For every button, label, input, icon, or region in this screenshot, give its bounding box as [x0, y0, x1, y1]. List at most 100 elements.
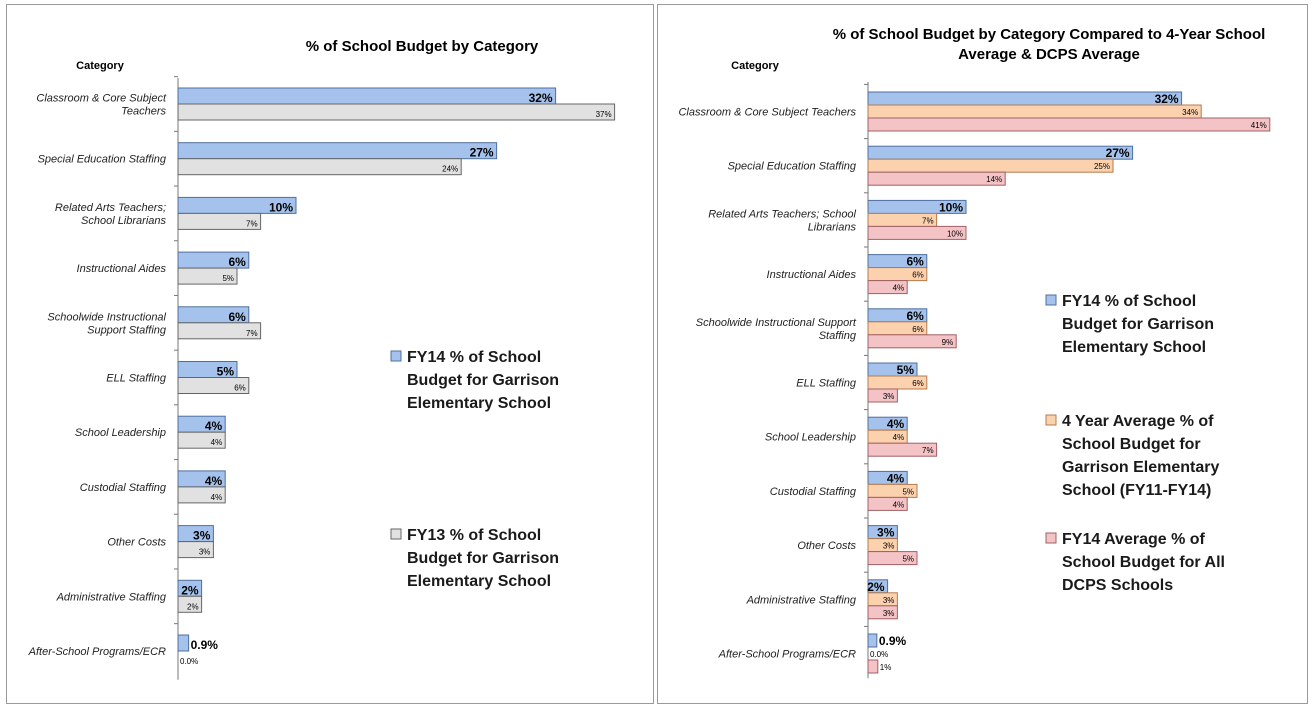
legend-label: FY14 % of School: [1062, 293, 1196, 310]
category-label: Schoolwide Instructional Support: [696, 317, 857, 329]
legend-label: Elementary School: [407, 395, 551, 412]
category-label: After-School Programs/ECR: [28, 646, 166, 658]
data-label: 0.0%: [870, 650, 888, 659]
category-header: Category: [731, 60, 780, 72]
legend-label: 4 Year Average % of: [1062, 413, 1214, 430]
data-label: 3%: [883, 609, 895, 618]
data-label: 4%: [205, 419, 223, 433]
legend-label: Elementary School: [407, 573, 551, 590]
bar: [177, 103, 616, 121]
category-label: Special Education Staffing: [38, 154, 167, 166]
data-label: 4%: [887, 471, 905, 485]
category-label: Staffing: [819, 330, 857, 342]
bar: [177, 142, 498, 160]
left-chart-panel: % of School Budget by Category Category Cl…: [6, 4, 654, 704]
data-label: 6%: [912, 271, 924, 280]
category-label: Classroom & Core Subject Teachers: [678, 107, 856, 119]
data-label: 4%: [887, 417, 905, 431]
data-label: 3%: [883, 392, 895, 401]
data-label: 24%: [442, 165, 458, 174]
data-label: 6%: [234, 384, 246, 393]
category-label: Instructional Aides: [767, 269, 857, 281]
bar: [867, 659, 879, 674]
bar: [177, 212, 262, 230]
data-label: 0.0%: [180, 657, 198, 666]
data-label: 7%: [922, 216, 934, 225]
left-bar-chart: % of School Budget by Category Category Cl…: [28, 38, 616, 680]
category-label: Other Costs: [107, 537, 166, 549]
legend-swatch: [390, 528, 402, 540]
data-label: 2%: [187, 602, 199, 611]
category-label: Support Staffing: [87, 324, 167, 336]
bar: [867, 225, 967, 240]
data-label: 14%: [986, 175, 1002, 184]
category-label: ELL Staffing: [106, 373, 167, 385]
data-label: 25%: [1094, 162, 1110, 171]
legend-label: FY14 Average % of: [1062, 531, 1206, 548]
legend-label: Budget for Garrison: [1062, 316, 1214, 333]
data-label: 27%: [1106, 146, 1130, 160]
bar: [177, 87, 557, 105]
data-label: 6%: [228, 310, 246, 324]
data-label: 4%: [893, 500, 905, 509]
bar: [867, 158, 1114, 173]
legend-swatch: [1045, 294, 1057, 306]
bar: [867, 633, 878, 648]
data-label: 5%: [217, 365, 235, 379]
data-label: 10%: [947, 229, 963, 238]
category-label: Custodial Staffing: [770, 486, 857, 498]
data-label: 7%: [922, 446, 934, 455]
data-label: 27%: [470, 146, 494, 160]
bar: [867, 171, 1006, 186]
bar: [867, 605, 898, 620]
data-label: 1%: [880, 663, 892, 672]
bar: [177, 431, 226, 449]
data-label: 4%: [205, 474, 223, 488]
data-label: 37%: [596, 110, 612, 119]
right-chart-panel: % of School Budget by Category Compared …: [657, 4, 1308, 704]
data-label: 4%: [211, 493, 223, 502]
legend-label: Budget for Garrison: [407, 550, 559, 567]
category-label: School Librarians: [81, 215, 166, 227]
category-label: Administrative Staffing: [56, 591, 167, 603]
bar: [867, 551, 918, 566]
bar: [867, 104, 1202, 119]
category-label: Librarians: [808, 221, 857, 233]
data-label: 5%: [902, 555, 914, 564]
data-label: 3%: [877, 526, 895, 540]
data-label: 3%: [193, 529, 211, 543]
data-label: 7%: [246, 329, 258, 338]
data-label: 6%: [906, 255, 924, 269]
data-label: 10%: [269, 200, 293, 214]
bar: [177, 634, 190, 652]
data-label: 4%: [893, 284, 905, 293]
bar: [867, 334, 957, 349]
data-label: 0.9%: [191, 638, 219, 652]
category-label: School Leadership: [765, 432, 856, 444]
right-bar-chart: % of School Budget by Category Compared …: [678, 26, 1271, 679]
data-label: 7%: [246, 219, 258, 228]
data-label: 34%: [1182, 108, 1198, 117]
category-label: Special Education Staffing: [728, 161, 857, 173]
data-label: 2%: [181, 583, 199, 597]
legend-label: Garrison Elementary: [1062, 459, 1220, 476]
legend-label: FY13 % of School: [407, 527, 541, 544]
chart-title: Average & DCPS Average: [958, 46, 1140, 63]
data-label: 5%: [902, 487, 914, 496]
legend-label: School Budget for All: [1062, 554, 1225, 571]
legend-label: Elementary School: [1062, 339, 1206, 356]
category-label: School Leadership: [75, 427, 166, 439]
legend-swatch: [1045, 414, 1057, 426]
data-label: 3%: [883, 596, 895, 605]
data-label: 9%: [942, 338, 954, 347]
data-label: 3%: [883, 542, 895, 551]
legend-swatch: [1045, 532, 1057, 544]
bar: [867, 91, 1183, 106]
data-label: 32%: [1155, 92, 1179, 106]
data-label: 32%: [529, 91, 553, 105]
category-label: Custodial Staffing: [80, 482, 167, 494]
legend-label: School Budget for: [1062, 436, 1201, 453]
data-label: 41%: [1251, 121, 1267, 130]
bar: [867, 442, 938, 457]
chart-title: % of School Budget by Category Compared …: [833, 26, 1266, 43]
